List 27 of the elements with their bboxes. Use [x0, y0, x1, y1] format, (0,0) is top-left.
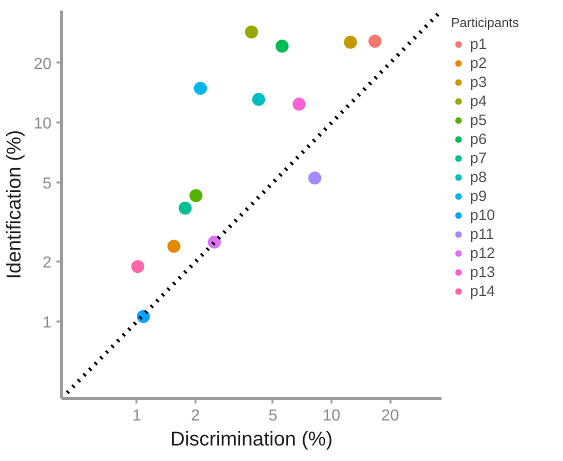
legend-label: p1: [470, 35, 488, 53]
legend-label: p4: [470, 92, 488, 110]
legend-label: p9: [470, 187, 488, 205]
y-axis-title: Identification (%): [4, 130, 26, 279]
x-tick-label: 10: [322, 408, 341, 424]
legend-label: p13: [470, 263, 496, 281]
y-tick-label: 2: [42, 254, 52, 272]
legend-label: p7: [470, 149, 488, 167]
legend-label: p12: [470, 244, 496, 262]
x-tick-label: 5: [268, 408, 278, 424]
x-tick-label: 2: [191, 408, 200, 424]
legend-label: p11: [470, 225, 494, 243]
legend-label: p10: [470, 206, 496, 224]
x-tick-label: 1: [132, 408, 142, 424]
legend-label: p3: [470, 73, 488, 91]
x-tick-label: 20: [381, 408, 400, 424]
y-tick-label: 5: [42, 176, 52, 193]
legend-label: p5: [470, 111, 488, 129]
legend-label: p8: [470, 168, 488, 186]
legend-label: p2: [470, 54, 488, 72]
legend-label: p14: [470, 282, 496, 300]
y-tick-label: 1: [42, 314, 52, 332]
y-tick-label: 20: [34, 56, 52, 73]
y-tick-label: 10: [34, 116, 52, 133]
x-axis-title: Discrimination (%): [170, 428, 333, 450]
legend-label: p6: [470, 130, 488, 148]
legend-title: Participants: [451, 15, 519, 30]
